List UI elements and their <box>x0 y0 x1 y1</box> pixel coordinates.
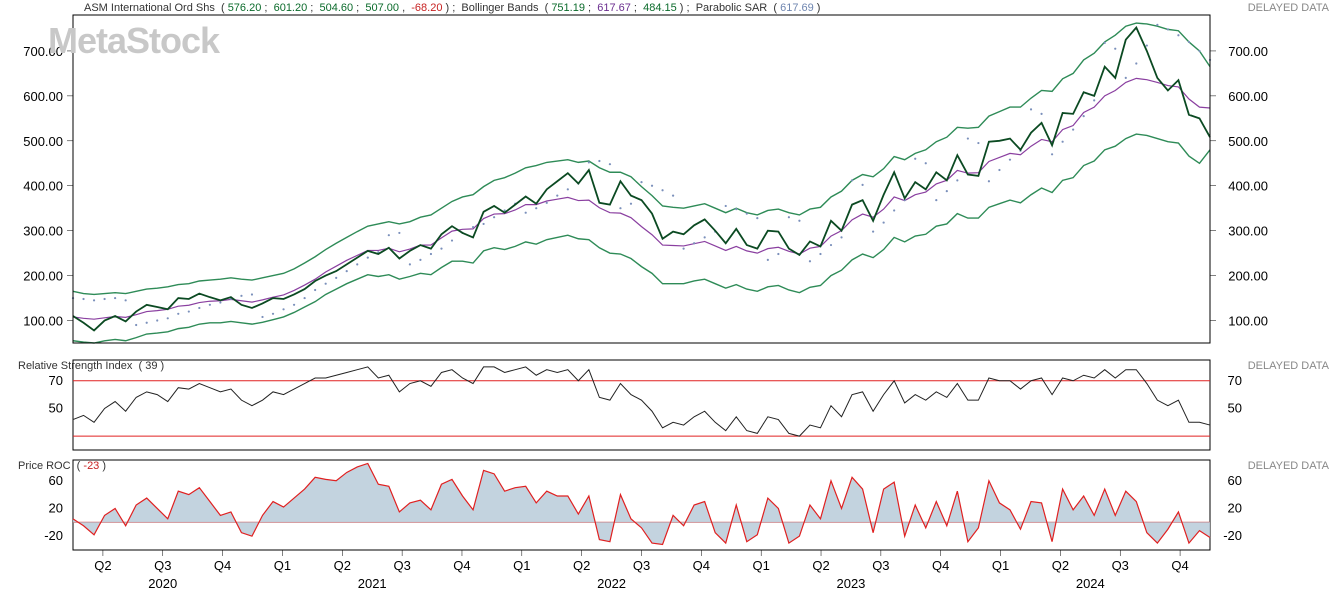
svg-text:Q4: Q4 <box>693 558 710 573</box>
roc-value: -23 <box>83 460 99 472</box>
svg-text:Q3: Q3 <box>633 558 650 573</box>
svg-text:Q4: Q4 <box>214 558 231 573</box>
svg-text:600.00: 600.00 <box>23 89 63 104</box>
ohlc-c: 507.00 <box>365 2 399 14</box>
svg-text:100.00: 100.00 <box>23 314 63 329</box>
svg-text:Q4: Q4 <box>453 558 470 573</box>
svg-text:500.00: 500.00 <box>23 134 63 149</box>
psar-val: 617.69 <box>780 2 814 14</box>
svg-text:Q2: Q2 <box>812 558 829 573</box>
roc-header: Price ROC ( -23 ) <box>18 460 106 472</box>
svg-text:20: 20 <box>49 500 63 515</box>
chart-container: MetaStock ASM International Ord Shs ( 57… <box>0 0 1333 602</box>
ohlc-o: 576.20 <box>228 2 262 14</box>
ohlc-chg: -68.20 <box>411 2 442 14</box>
roc-label-text: Price ROC <box>18 460 71 472</box>
svg-text:300.00: 300.00 <box>1228 224 1268 239</box>
svg-text:2024: 2024 <box>1076 576 1105 591</box>
chart-header: ASM International Ord Shs ( 576.20 ; 601… <box>84 2 820 14</box>
svg-text:2021: 2021 <box>358 576 387 591</box>
svg-text:Q4: Q4 <box>932 558 949 573</box>
svg-text:Q3: Q3 <box>154 558 171 573</box>
svg-text:20: 20 <box>1228 500 1242 515</box>
svg-text:Q1: Q1 <box>753 558 770 573</box>
bb-label: Bollinger Bands <box>461 2 538 14</box>
svg-text:Q2: Q2 <box>1052 558 1069 573</box>
svg-text:Q1: Q1 <box>274 558 291 573</box>
svg-text:Q3: Q3 <box>872 558 889 573</box>
svg-text:Q3: Q3 <box>393 558 410 573</box>
svg-text:300.00: 300.00 <box>23 224 63 239</box>
bb-m: 617.67 <box>597 2 631 14</box>
delayed-rsi: DELAYED DATA <box>1248 360 1329 372</box>
instrument-name: ASM International Ord Shs <box>84 2 215 14</box>
delayed-roc: DELAYED DATA <box>1248 460 1329 472</box>
svg-text:200.00: 200.00 <box>23 269 63 284</box>
rsi-header: Relative Strength Index ( 39 ) <box>18 360 164 372</box>
watermark: MetaStock <box>48 20 219 62</box>
svg-text:2022: 2022 <box>597 576 626 591</box>
ohlc-l: 504.60 <box>319 2 353 14</box>
svg-text:Q1: Q1 <box>513 558 530 573</box>
psar-label: Parabolic SAR <box>696 2 768 14</box>
svg-text:50: 50 <box>1228 400 1242 415</box>
svg-text:500.00: 500.00 <box>1228 134 1268 149</box>
svg-text:600.00: 600.00 <box>1228 89 1268 104</box>
bb-u: 751.19 <box>551 2 585 14</box>
svg-text:Q1: Q1 <box>992 558 1009 573</box>
svg-text:70: 70 <box>1228 373 1242 388</box>
rsi-label-text: Relative Strength Index <box>18 360 132 372</box>
bb-l: 484.15 <box>643 2 677 14</box>
svg-text:-20: -20 <box>44 528 63 543</box>
svg-text:100.00: 100.00 <box>1228 314 1268 329</box>
svg-text:Q2: Q2 <box>94 558 111 573</box>
svg-text:200.00: 200.00 <box>1228 269 1268 284</box>
chart-svg: 100.00 100.00 200.00 200.00 300.00 300.00 400.… <box>0 0 1333 602</box>
svg-text:2023: 2023 <box>836 576 865 591</box>
delayed-price: DELAYED DATA <box>1248 2 1329 14</box>
svg-text:60: 60 <box>1228 473 1242 488</box>
ohlc-h: 601.20 <box>274 2 308 14</box>
svg-text:70: 70 <box>49 373 63 388</box>
svg-text:Q3: Q3 <box>1112 558 1129 573</box>
svg-text:400.00: 400.00 <box>1228 179 1268 194</box>
svg-text:50: 50 <box>49 400 63 415</box>
svg-text:2020: 2020 <box>148 576 177 591</box>
rsi-value: 39 <box>145 360 157 372</box>
svg-text:Q2: Q2 <box>573 558 590 573</box>
svg-text:Q4: Q4 <box>1171 558 1188 573</box>
svg-text:Q2: Q2 <box>334 558 351 573</box>
svg-text:-20: -20 <box>1223 528 1242 543</box>
svg-text:60: 60 <box>49 473 63 488</box>
svg-text:400.00: 400.00 <box>23 179 63 194</box>
svg-text:700.00: 700.00 <box>1228 44 1268 59</box>
